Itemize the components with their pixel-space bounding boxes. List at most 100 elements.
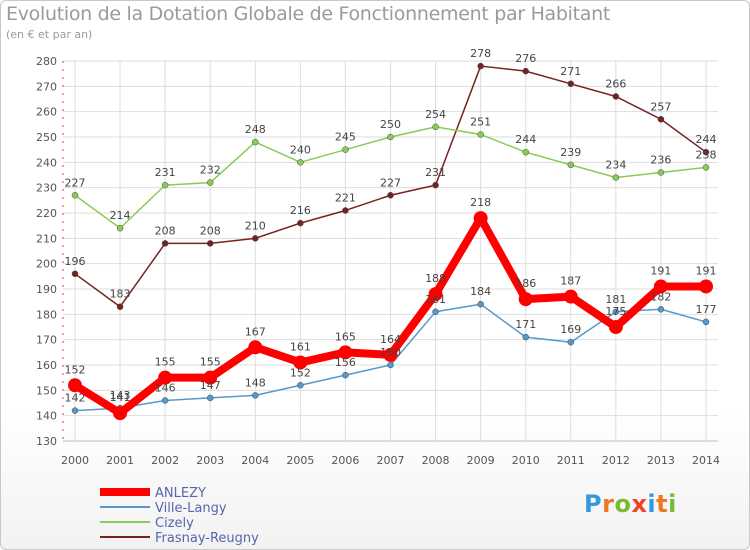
data-point xyxy=(342,371,349,379)
data-point xyxy=(608,320,623,334)
y-tick-label: 140 xyxy=(36,410,57,423)
data-label: 181 xyxy=(425,293,446,306)
data-label: 221 xyxy=(335,191,356,204)
data-point xyxy=(342,207,349,214)
logo-letter: r xyxy=(602,490,615,518)
y-tick-label: 210 xyxy=(36,232,57,245)
data-point xyxy=(113,406,128,421)
data-point xyxy=(612,174,620,181)
data-point xyxy=(522,148,529,156)
data-label: 152 xyxy=(65,363,86,376)
y-tick-label: 220 xyxy=(36,207,57,220)
data-label: 245 xyxy=(335,131,356,144)
data-label: 182 xyxy=(650,290,671,303)
data-label: 183 xyxy=(110,288,131,301)
data-point xyxy=(161,240,169,247)
x-tick-label: 2005 xyxy=(286,454,314,467)
data-label: 169 xyxy=(560,323,581,336)
x-tick-label: 2012 xyxy=(602,454,630,467)
data-label: 171 xyxy=(515,318,536,331)
data-point xyxy=(657,116,665,123)
data-point xyxy=(203,370,218,385)
y-tick-label: 280 xyxy=(36,55,57,68)
x-tick-label: 2001 xyxy=(106,454,134,467)
x-tick-label: 2002 xyxy=(151,454,179,467)
x-tick-label: 2014 xyxy=(692,454,720,467)
data-label: 147 xyxy=(200,379,221,392)
data-point xyxy=(252,392,259,399)
data-label: 216 xyxy=(290,204,311,217)
data-point xyxy=(477,300,484,308)
data-point xyxy=(522,67,529,75)
data-label: 146 xyxy=(155,381,176,394)
data-label: 208 xyxy=(200,224,221,237)
y-tick-label: 230 xyxy=(36,182,57,195)
data-point xyxy=(432,308,439,316)
logo-letter: i xyxy=(668,490,677,518)
data-label: 251 xyxy=(470,115,491,128)
data-point xyxy=(161,397,169,404)
data-point xyxy=(206,179,214,186)
data-labels: 196 183 208 208 210 216 221 227 231 278 276 271 266 2… xyxy=(65,47,717,405)
data-label: 142 xyxy=(65,392,86,405)
data-point xyxy=(252,235,259,242)
data-point xyxy=(387,192,394,199)
logo-letter: o xyxy=(614,490,632,518)
y-tick-label: 190 xyxy=(36,283,57,296)
data-point xyxy=(473,211,488,226)
data-label: 266 xyxy=(605,77,626,90)
data-label: 278 xyxy=(470,47,491,60)
data-label: 181 xyxy=(605,293,626,306)
data-point xyxy=(338,345,353,360)
logo-letter: P xyxy=(584,490,603,518)
data-label: 231 xyxy=(425,166,446,179)
data-label: 164 xyxy=(380,333,401,346)
logo-letter: t xyxy=(656,490,669,518)
data-label: 177 xyxy=(696,303,717,316)
data-label: 236 xyxy=(650,153,671,166)
data-point xyxy=(161,181,169,189)
data-point xyxy=(567,338,575,346)
data-point xyxy=(116,224,124,232)
x-tick-label: 2007 xyxy=(377,454,405,467)
data-point xyxy=(699,279,713,294)
x-tick-label: 2010 xyxy=(512,454,540,467)
data-label: 244 xyxy=(696,133,717,146)
data-label: 234 xyxy=(605,159,626,172)
data-label: 248 xyxy=(245,123,266,136)
data-point xyxy=(477,131,484,138)
data-label: 271 xyxy=(560,65,581,78)
data-label: 254 xyxy=(425,108,446,121)
data-point xyxy=(71,270,79,278)
data-label: 165 xyxy=(335,330,356,343)
data-point xyxy=(612,93,620,100)
x-tick-label: 2011 xyxy=(557,454,585,467)
chart-title: Evolution de la Dotation Globale de Fonc… xyxy=(6,3,611,25)
data-label: 218 xyxy=(470,196,491,209)
legend-label: Cizely xyxy=(155,516,194,531)
y-tick-label: 150 xyxy=(36,384,57,397)
data-label: 210 xyxy=(245,219,266,232)
x-tick-label: 2004 xyxy=(241,454,269,467)
y-tick-label: 260 xyxy=(36,106,57,119)
data-point xyxy=(702,164,710,171)
data-label: 250 xyxy=(380,118,401,131)
data-label: 214 xyxy=(110,209,131,222)
series-layer xyxy=(68,62,713,421)
data-label: 231 xyxy=(155,166,176,179)
data-point xyxy=(477,62,484,70)
data-point xyxy=(248,340,263,355)
data-point xyxy=(71,407,79,414)
data-label: 143 xyxy=(110,389,131,402)
axes: 130 140 150 160 170 180 190 200 210 220 230 240 250 2… xyxy=(36,55,720,467)
data-point xyxy=(68,378,82,393)
data-label: 227 xyxy=(65,176,86,189)
data-point xyxy=(702,318,710,326)
data-point xyxy=(518,292,533,307)
data-label: 160 xyxy=(380,346,401,359)
data-label: 244 xyxy=(515,133,536,146)
data-point xyxy=(653,279,668,294)
data-point xyxy=(158,370,173,385)
